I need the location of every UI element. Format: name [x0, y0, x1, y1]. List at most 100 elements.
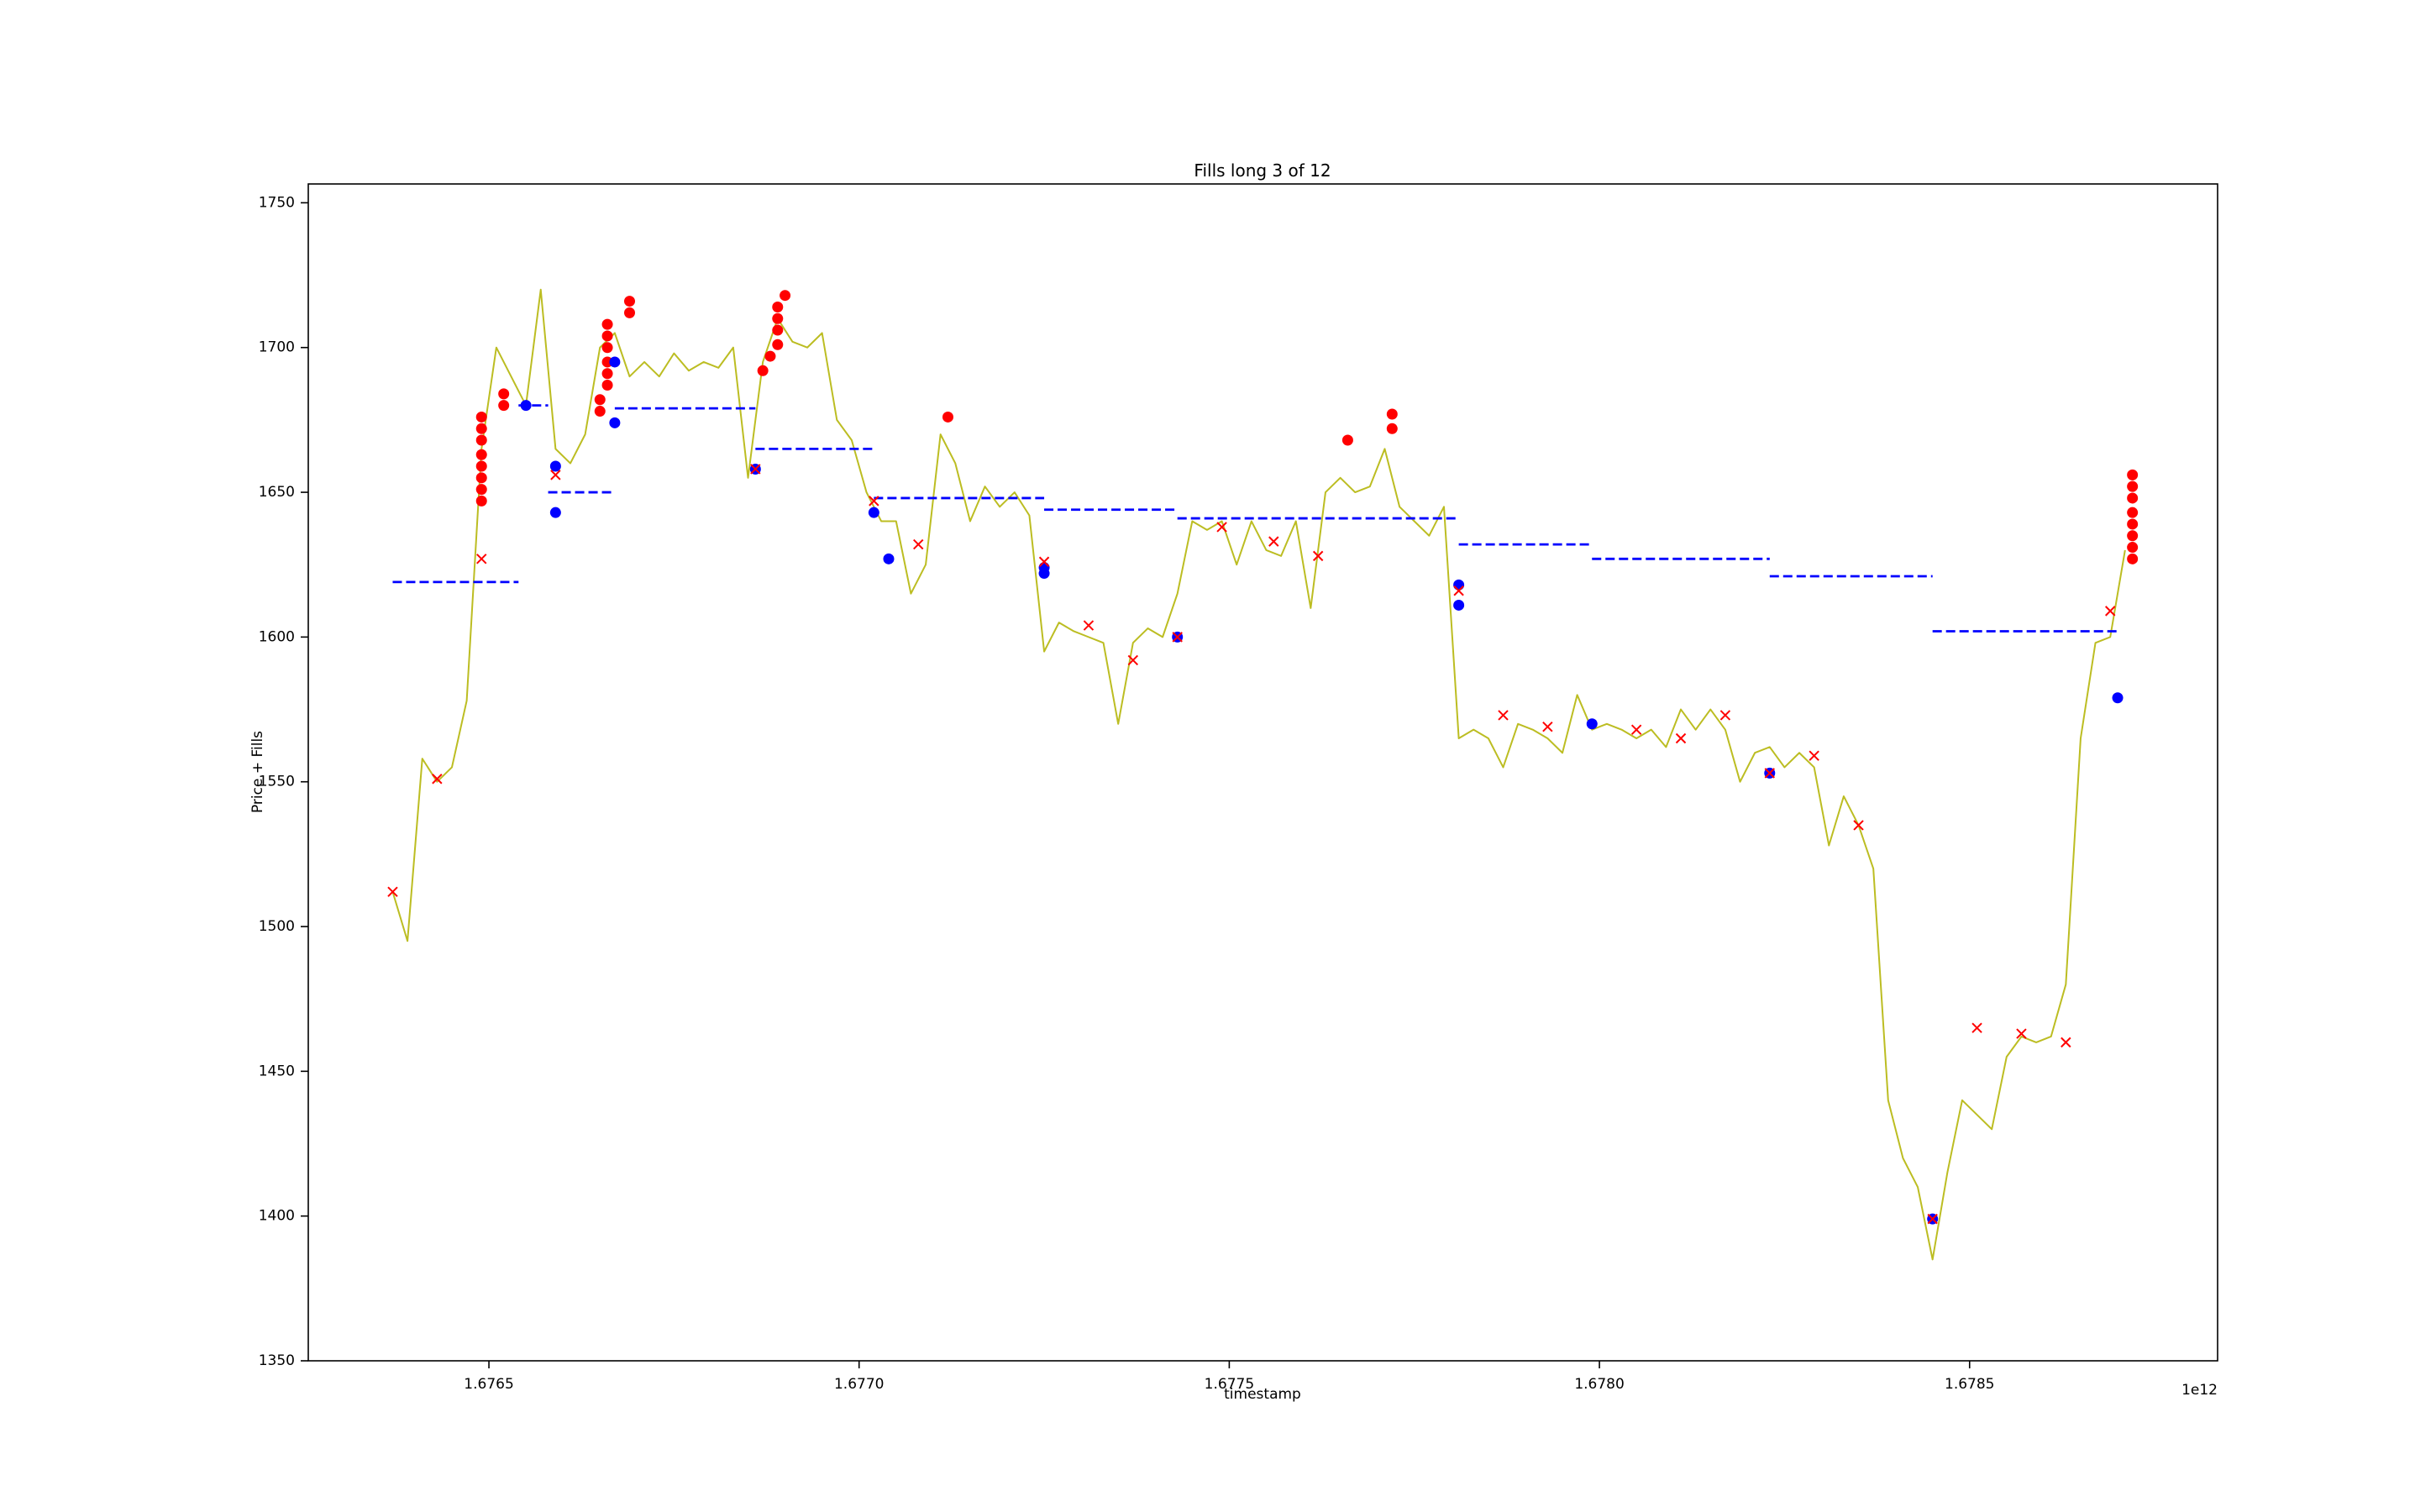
- price-line: [391, 288, 2126, 1261]
- y-tick-label: 1750: [259, 194, 295, 211]
- y-tick-label: 1450: [259, 1063, 295, 1079]
- dot-marker: [475, 411, 487, 423]
- dot-marker: [594, 406, 606, 417]
- dot-marker: [2127, 553, 2139, 564]
- dot-marker: [1341, 434, 1353, 446]
- x-marker: [1764, 768, 1775, 779]
- y-tick-label: 1650: [259, 484, 295, 501]
- x-marker: [1268, 536, 1279, 547]
- x-marker: [432, 774, 443, 785]
- x-marker: [913, 538, 924, 550]
- x-marker: [1038, 556, 1050, 567]
- x-marker: [1453, 585, 1464, 596]
- plot-frame: [307, 183, 2218, 1362]
- dot-marker: [549, 507, 561, 518]
- dot-marker: [594, 394, 606, 406]
- dot-marker: [601, 342, 613, 354]
- dot-marker: [520, 400, 532, 412]
- x-marker: [1216, 522, 1227, 533]
- dot-marker: [1386, 423, 1398, 434]
- x-marker: [1853, 820, 1864, 831]
- y-axis-label: Price + Fills: [249, 731, 266, 813]
- x-tick-label: 1.6770: [834, 1376, 884, 1393]
- x-marker: [1971, 1022, 1982, 1033]
- x-marker: [1172, 632, 1183, 643]
- dot-marker: [475, 484, 487, 496]
- x-marker: [476, 554, 487, 564]
- y-tick-label: 1350: [259, 1352, 295, 1369]
- y-tick-label: 1400: [259, 1208, 295, 1225]
- dot-marker: [475, 449, 487, 460]
- x-marker: [2016, 1028, 2027, 1039]
- x-marker: [1719, 710, 1731, 721]
- dot-marker: [757, 365, 769, 376]
- dot-marker: [868, 507, 879, 518]
- dot-marker: [2127, 530, 2139, 542]
- x-marker: [869, 496, 879, 507]
- chart-title: Fills long 3 of 12: [1194, 160, 1331, 181]
- x-tick-label: 1.6765: [464, 1376, 513, 1393]
- dot-marker: [498, 388, 510, 400]
- dot-marker: [601, 330, 613, 342]
- dot-marker: [1453, 599, 1465, 611]
- x-marker: [1809, 750, 1819, 761]
- x-marker: [1083, 620, 1095, 631]
- dot-marker: [475, 495, 487, 507]
- x-marker: [1312, 550, 1324, 562]
- dot-marker: [609, 417, 621, 428]
- x-marker: [550, 470, 561, 480]
- x-tick-label: 1.6785: [1945, 1376, 1994, 1393]
- dot-marker: [475, 434, 487, 446]
- x-tick-label: 1.6780: [1574, 1376, 1624, 1393]
- x-marker: [1630, 724, 1642, 735]
- dot-marker: [601, 318, 613, 330]
- dot-marker: [1586, 718, 1598, 730]
- dot-marker: [601, 368, 613, 380]
- dot-marker: [764, 350, 776, 362]
- dot-marker: [475, 472, 487, 484]
- dot-marker: [624, 307, 636, 318]
- x-tick-label: 1.6775: [1205, 1376, 1254, 1393]
- x-marker: [387, 886, 398, 897]
- dot-marker: [772, 312, 784, 324]
- x-marker: [750, 464, 761, 475]
- dot-marker: [2127, 492, 2139, 504]
- x-marker: [1127, 654, 1139, 666]
- dot-marker: [498, 400, 510, 412]
- dot-marker: [2127, 542, 2139, 554]
- dot-marker: [1038, 568, 1050, 580]
- dot-marker: [2127, 480, 2139, 492]
- x-offset-label: 1e12: [2181, 1382, 2218, 1399]
- x-marker: [2104, 606, 2116, 617]
- dot-marker: [772, 324, 784, 336]
- x-marker: [1675, 732, 1687, 744]
- x-marker: [1542, 722, 1553, 732]
- dashed-line: [392, 404, 2118, 633]
- dot-marker: [2127, 507, 2139, 518]
- y-tick-label: 1500: [259, 918, 295, 935]
- dot-marker: [2127, 469, 2139, 480]
- x-marker: [2061, 1037, 2071, 1048]
- dot-marker: [475, 460, 487, 472]
- dot-marker: [942, 411, 953, 423]
- x-marker: [1927, 1213, 1938, 1225]
- dot-marker: [609, 356, 621, 368]
- dot-marker: [475, 423, 487, 434]
- dot-marker: [772, 301, 784, 312]
- dot-marker: [624, 296, 636, 307]
- y-tick-label: 1700: [259, 339, 295, 356]
- dot-marker: [883, 553, 895, 564]
- dot-marker: [1386, 408, 1398, 420]
- dot-marker: [549, 460, 561, 472]
- y-tick-label: 1550: [259, 774, 295, 790]
- dot-marker: [1453, 579, 1465, 591]
- dot-marker: [601, 380, 613, 391]
- dot-marker: [780, 290, 791, 302]
- y-tick-label: 1600: [259, 628, 295, 645]
- dot-marker: [2112, 692, 2124, 704]
- dot-marker: [772, 339, 784, 350]
- x-axis-label: timestamp: [1224, 1386, 1301, 1403]
